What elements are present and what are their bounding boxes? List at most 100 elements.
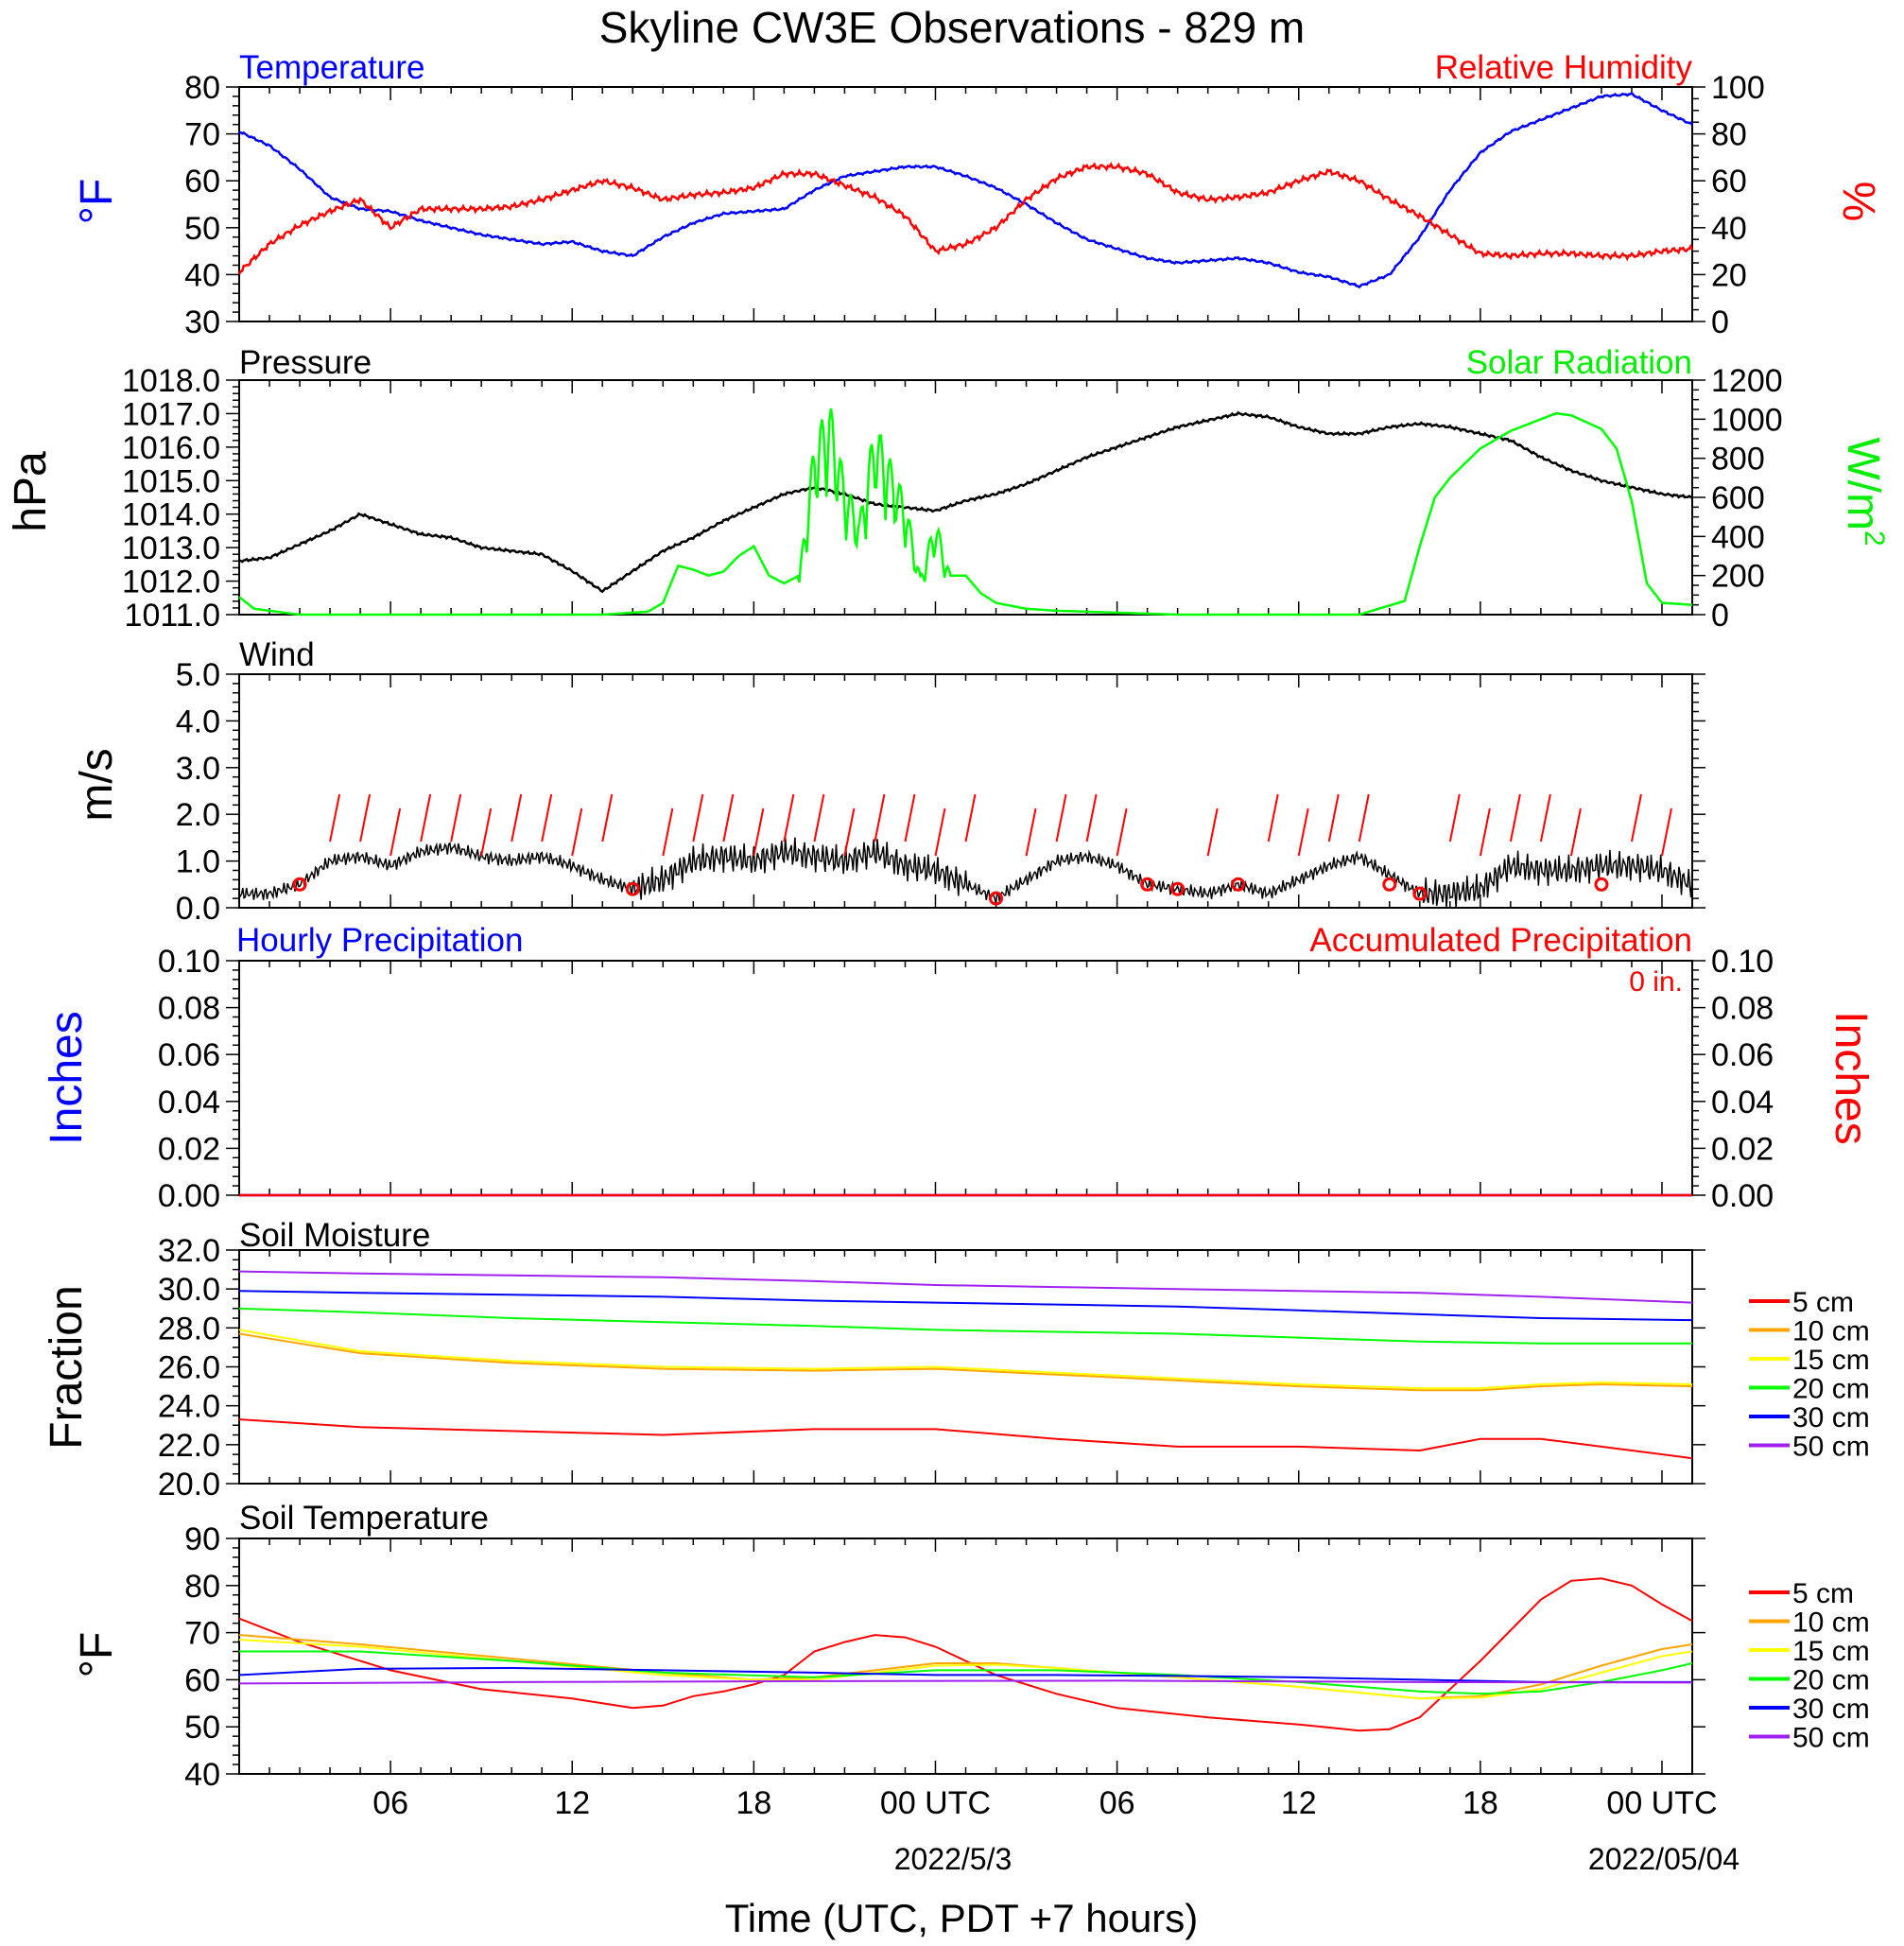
soil-moisture-legend-label: 30 cm: [1792, 1402, 1870, 1433]
soil-moisture-30cm-line: [238, 1290, 1693, 1322]
chart-title: Skyline CW3E Observations - 829 m: [599, 3, 1306, 52]
hourly-precip-ytick-label: 0.02: [158, 1131, 220, 1167]
wind-ytick-label: 5.0: [176, 657, 220, 693]
wind-barb: [662, 808, 674, 857]
humidity-ytick-label: 40: [1711, 211, 1747, 247]
soil-moisture-ytick-label: 32.0: [158, 1233, 220, 1269]
date-label-1: 2022/5/3: [894, 1842, 1013, 1876]
wind-barb: [692, 793, 704, 843]
wind-barb: [329, 793, 341, 843]
humidity-ytick-label: 20: [1711, 257, 1747, 293]
wind-title: Wind: [239, 636, 315, 673]
soil-moisture-legend-label: 15 cm: [1792, 1345, 1870, 1376]
wind-ytick-label: 2.0: [176, 797, 220, 833]
humidity-ylabel: %: [1833, 182, 1883, 222]
temperature-line: [238, 91, 1694, 289]
wind-barb: [389, 808, 402, 857]
temperature-title: Temperature: [239, 49, 424, 86]
pressure-ytick-label: 1015.0: [122, 463, 220, 499]
temperature-ytick-label: 40: [184, 257, 220, 293]
temperature-ytick-label: 50: [184, 211, 220, 247]
accum-precip-ytick-label: 0.06: [1711, 1037, 1774, 1073]
temp-rh-frame: [238, 86, 1693, 322]
wind-barb: [359, 793, 372, 843]
soil-moisture-50cm-line: [238, 1270, 1693, 1304]
date-label-2: 2022/05/04: [1588, 1842, 1740, 1876]
calm-wind-marker: [1594, 877, 1609, 892]
wind-barb: [1025, 808, 1037, 857]
wind-barb: [783, 793, 795, 843]
precip-frame: [238, 960, 1693, 1196]
wind-barb: [813, 793, 825, 843]
pressure-ylabel: hPa: [6, 451, 56, 532]
solar-ytick-label: 400: [1711, 519, 1765, 555]
accum-precip-ylabel: Inches: [1826, 1011, 1876, 1144]
wind-barb: [1116, 808, 1128, 857]
calm-wind-marker: [1231, 877, 1246, 892]
soil-moisture-10cm-line: [238, 1332, 1693, 1392]
wind-barb: [1297, 808, 1309, 857]
accum-precip-ytick-label: 0.04: [1711, 1085, 1774, 1121]
soil-moisture-title: Soil Moisture: [239, 1217, 430, 1254]
calm-wind-marker: [1140, 877, 1155, 892]
soil-temperature-ytick-label: 60: [184, 1662, 220, 1698]
wind-barb: [601, 793, 614, 843]
pressure-ytick-label: 1016.0: [122, 430, 220, 466]
accum-precip-title: Accumulated Precipitation: [1309, 922, 1692, 959]
soil-moisture-legend-label: 20 cm: [1792, 1374, 1870, 1405]
humidity-ytick-label: 80: [1711, 117, 1747, 153]
wind-barb: [1267, 793, 1279, 843]
pressure-ytick-label: 1018.0: [122, 363, 220, 399]
accum-precip-ytick-label: 0.00: [1711, 1178, 1774, 1214]
soil-moisture-ytick-label: 20.0: [158, 1467, 220, 1503]
soil-moisture-15cm-line: [238, 1329, 1693, 1390]
pressure-ytick-label: 1011.0: [125, 598, 220, 634]
soil-temperature-ytick-label: 50: [184, 1710, 220, 1746]
hourly-precip-ylabel: Inches: [42, 1011, 92, 1144]
wind-barb: [511, 793, 523, 843]
x-tick-label: 00 UTC: [1606, 1785, 1717, 1821]
solar-title: Solar Radiation: [1466, 344, 1692, 381]
pressure-ytick-label: 1013.0: [122, 530, 220, 566]
wind-panel: Wind m/s 0.0 1.0 2.0 3.0 4.0 5.0: [72, 636, 1705, 927]
wind-barb: [964, 793, 977, 843]
soil-temperature-ytick-label: 70: [184, 1616, 220, 1652]
soil-moisture-20cm-line: [238, 1307, 1692, 1345]
temperature-ytick-label: 60: [184, 164, 220, 200]
pressure-title: Pressure: [239, 344, 372, 381]
wind-ytick-label: 1.0: [176, 844, 220, 880]
wind-ytick-label: 0.0: [176, 891, 220, 927]
wind-barb: [1206, 808, 1219, 857]
solar-ylabel: W/m: [1838, 437, 1888, 530]
wind-barb: [1448, 793, 1461, 843]
soil-moisture-panel: Soil Moisture Fraction 20.022.024.026.02…: [42, 1217, 1870, 1503]
calm-wind-marker: [1412, 886, 1428, 901]
wind-barb: [722, 793, 735, 843]
soil-temperature-legend-label: 30 cm: [1792, 1694, 1870, 1725]
wind-ylabel: m/s: [72, 748, 122, 821]
precipitation-panel: Hourly Precipitation Accumulated Precipi…: [42, 922, 1876, 1214]
wind-barb: [420, 793, 432, 843]
pressure-ytick-label: 1012.0: [122, 565, 220, 600]
humidity-title: Relative Humidity: [1435, 49, 1693, 86]
wind-barb: [450, 793, 462, 843]
humidity-ytick-label: 60: [1711, 164, 1747, 200]
soil-moisture-ytick-label: 22.0: [158, 1428, 220, 1464]
soil-moisture-ylabel: Fraction: [42, 1285, 92, 1449]
soil-temperature-30cm-line: [238, 1666, 1692, 1683]
time-axis: 06 12 18 00 UTC 06 12 18 00 UTC: [372, 1785, 1717, 1821]
x-tick-label: 18: [1463, 1785, 1498, 1821]
soil-moisture-legend-label: 10 cm: [1792, 1316, 1870, 1347]
solar-ylabel-sup: 2: [1859, 530, 1890, 547]
pressure-ytick-label: 1014.0: [122, 497, 220, 533]
calm-wind-marker: [292, 877, 307, 892]
soil-temperature-legend-label: 10 cm: [1792, 1607, 1870, 1639]
soil-temperature-legend-label: 15 cm: [1792, 1636, 1870, 1667]
soil-temperature-ylabel: °F: [72, 1632, 122, 1678]
humidity-ytick-label: 100: [1711, 70, 1765, 106]
temperature-humidity-panel: Temperature Relative Humidity °F % 30 40 5…: [72, 49, 1883, 340]
x-tick-label: 06: [1099, 1785, 1135, 1821]
soil-moisture-legend-label: 50 cm: [1792, 1432, 1870, 1463]
wind-ytick-label: 4.0: [176, 704, 220, 739]
